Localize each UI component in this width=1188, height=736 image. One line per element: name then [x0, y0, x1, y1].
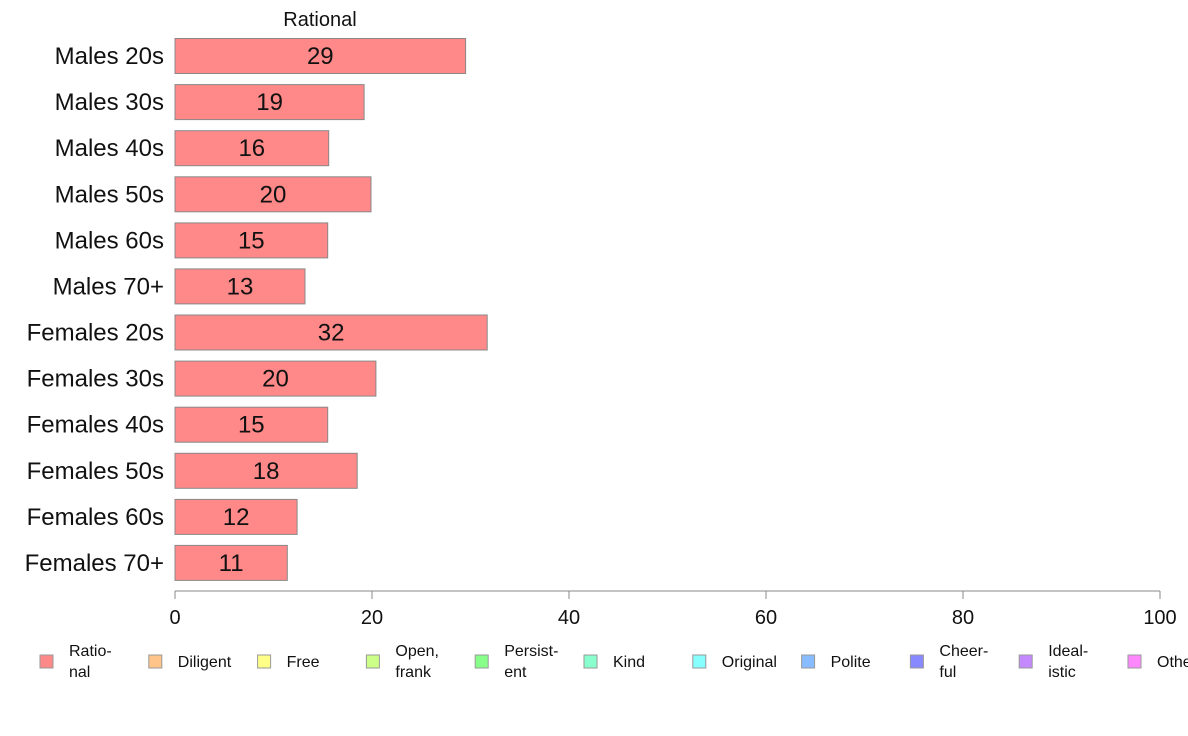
legend-swatch — [39, 654, 54, 669]
legend-swatch — [365, 654, 380, 669]
legend-swatch — [148, 654, 163, 669]
x-tick-label: 100 — [1143, 607, 1176, 629]
legend-label: Polite — [831, 654, 871, 671]
category-label: Males 30s — [55, 89, 164, 116]
x-tick-label: 80 — [952, 607, 974, 629]
bar-value-label: 18 — [253, 458, 280, 485]
bar-value-label: 15 — [238, 227, 265, 254]
legend-label: Othe — [1157, 654, 1188, 671]
legend-swatch — [1127, 654, 1142, 669]
bar-value-label: 13 — [227, 274, 254, 301]
bar — [174, 84, 365, 121]
bar-value-label: 16 — [238, 135, 265, 162]
bar — [174, 452, 358, 489]
category-label: Males 50s — [55, 181, 164, 208]
legend: Ratio-nal Diligent Free Open, frank Persist-e… — [39, 643, 1188, 681]
legend-label: Ratio-nal — [69, 643, 112, 681]
bar — [174, 176, 372, 213]
x-tick-label: 0 — [169, 607, 180, 629]
legend-label: Cheer-ful — [939, 643, 988, 681]
bar — [174, 360, 377, 397]
legend-swatch — [1018, 654, 1033, 669]
x-tick-label: 60 — [755, 607, 777, 629]
bar-value-label: 29 — [307, 43, 334, 70]
legend-swatch — [801, 654, 816, 669]
bar — [174, 222, 329, 259]
category-labels: Males 20s Males 30s Males 40s Males 50s Male… — [25, 43, 164, 577]
x-axis: 0 20 40 60 80 100 — [169, 590, 1177, 629]
category-label: Females 30s — [27, 366, 164, 393]
legend-label: Kind — [613, 654, 645, 671]
category-label: Females 50s — [27, 458, 164, 485]
category-label: Males 40s — [55, 135, 164, 162]
bar — [174, 498, 298, 535]
legend-label: Diligent — [178, 654, 232, 671]
chart-title: Rational — [283, 9, 356, 31]
bar-value-label: 12 — [223, 504, 250, 531]
category-label: Males 20s — [55, 43, 164, 70]
legend-swatch — [909, 654, 924, 669]
legend-swatch — [583, 654, 598, 669]
bar-value-label: 15 — [238, 412, 265, 439]
legend-swatch — [474, 654, 489, 669]
bar-value-label: 20 — [262, 366, 289, 393]
legend-label: Free — [287, 654, 320, 671]
x-tick-label: 20 — [361, 607, 383, 629]
category-label: Females 70+ — [25, 550, 164, 577]
category-label: Females 60s — [27, 504, 164, 531]
bar — [174, 544, 288, 581]
category-label: Males 70+ — [53, 274, 164, 301]
bar-value-label: 11 — [219, 550, 244, 577]
legend-label: Ideal-istic — [1048, 643, 1088, 681]
bar-value-label: 20 — [260, 181, 287, 208]
bar — [174, 406, 329, 443]
bar — [174, 314, 488, 351]
legend-swatch — [692, 654, 707, 669]
category-label: Females 40s — [27, 412, 164, 439]
category-label: Males 60s — [55, 227, 164, 254]
legend-label: Persist-ent — [504, 643, 558, 681]
legend-label: Open, frank — [395, 643, 439, 681]
legend-label: Original — [722, 654, 777, 671]
x-tick-label: 40 — [558, 607, 580, 629]
bar — [174, 38, 467, 74]
bar-value-label: 32 — [318, 320, 345, 347]
category-label: Females 20s — [27, 320, 164, 347]
bar — [174, 130, 330, 167]
bar — [174, 268, 306, 305]
bar-value-label: 19 — [256, 89, 283, 116]
legend-swatch — [257, 654, 272, 669]
